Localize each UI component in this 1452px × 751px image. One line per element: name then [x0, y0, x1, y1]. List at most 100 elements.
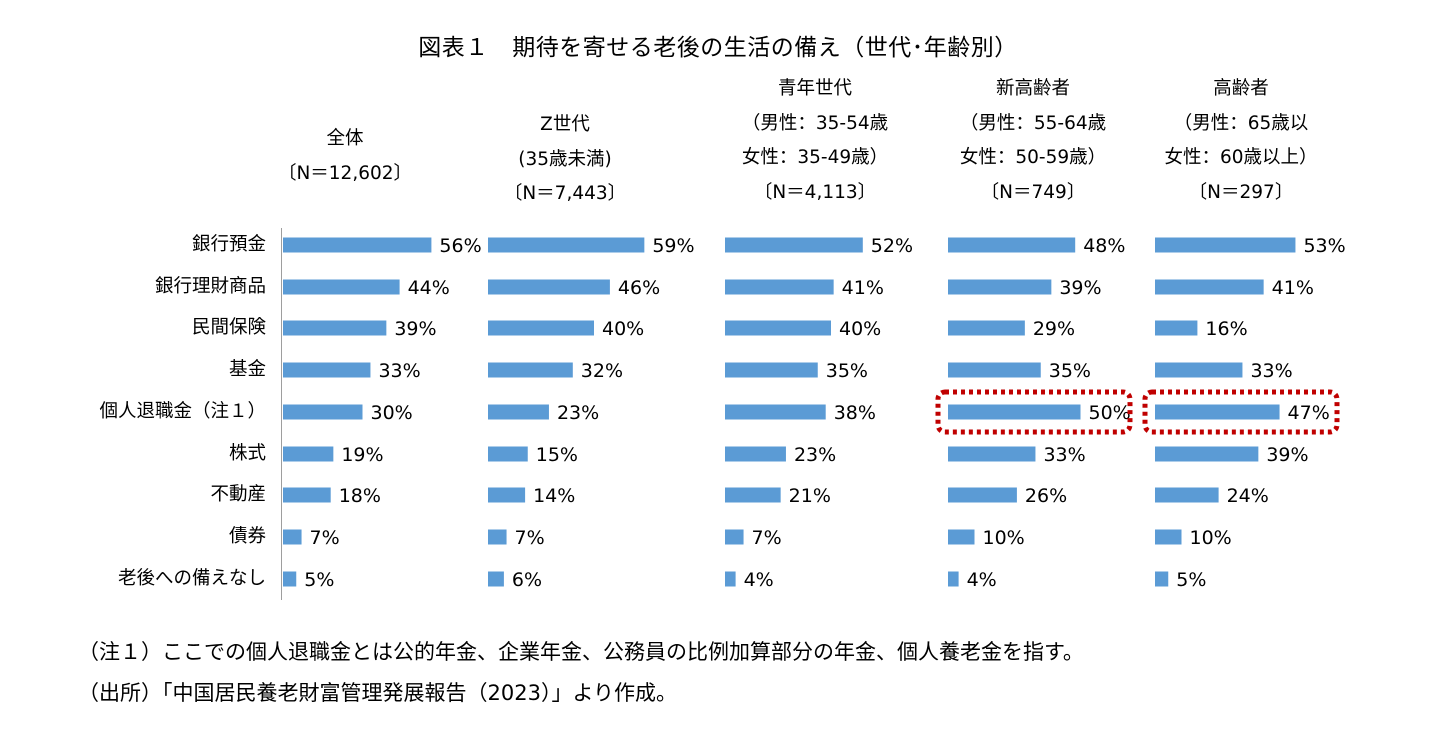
data-label: 23% — [557, 402, 599, 424]
bar — [948, 362, 1041, 378]
panel-header-youth: 青年世代 （男性：35-54歳 女性：35-49歳） 〔N＝4,113〕 — [710, 72, 920, 210]
category-label: 債券 — [228, 526, 266, 547]
bar — [1155, 446, 1259, 462]
data-label: 35% — [826, 360, 868, 382]
bar — [948, 404, 1081, 420]
bar — [1155, 237, 1296, 253]
data-label: 46% — [618, 277, 660, 299]
bar — [1155, 320, 1198, 336]
panel-header-line: 女性：60歳以上） — [1164, 147, 1318, 168]
data-label: 33% — [1043, 444, 1085, 466]
panel-header-line: （男性：55-64歳 — [959, 112, 1107, 134]
category-label: 老後への備えなし — [117, 568, 266, 589]
data-label: 59% — [652, 235, 694, 257]
bar — [283, 571, 297, 587]
data-label: 48% — [1083, 235, 1125, 257]
data-label: 38% — [834, 402, 876, 424]
data-label: 7% — [515, 527, 545, 549]
highlight-box — [1142, 389, 1340, 435]
category-label: 民間保険 — [191, 317, 266, 338]
bar — [725, 320, 831, 336]
bar — [488, 362, 573, 378]
bar — [725, 279, 834, 295]
bar — [283, 279, 400, 295]
bar — [283, 487, 331, 503]
data-label: 50% — [1089, 402, 1131, 424]
bar — [1155, 529, 1182, 545]
data-label: 29% — [1033, 318, 1075, 340]
data-label: 6% — [512, 569, 542, 591]
data-label: 4% — [744, 569, 774, 591]
source-note: （出所）「中国居民養老財富管理発展報告（2023）」より作成。 — [78, 681, 678, 705]
bar — [948, 237, 1076, 253]
category-label: 銀行預金 — [191, 234, 266, 255]
panel-header-line: 〔N＝12,602〕 — [277, 162, 413, 184]
data-label: 15% — [536, 444, 578, 466]
data-label: 56% — [439, 235, 481, 257]
panel-header-line: 高齢者 — [1213, 78, 1269, 99]
data-label: 19% — [341, 444, 383, 466]
data-label: 5% — [1176, 569, 1206, 591]
bar — [1155, 487, 1219, 503]
footnote: （注１）ここでの個人退職金とは公的年金、企業年金、公務員の比例加算部分の年金、個… — [78, 640, 1084, 664]
data-label: 24% — [1227, 485, 1269, 507]
category-label: 個人退職金（注１） — [99, 401, 266, 422]
data-label: 52% — [871, 235, 913, 257]
bar — [725, 362, 818, 378]
data-label: 39% — [1266, 444, 1308, 466]
bar — [948, 571, 959, 587]
bar — [488, 446, 528, 462]
data-label: 26% — [1025, 485, 1067, 507]
highlight-box — [935, 389, 1133, 435]
data-label: 30% — [371, 402, 413, 424]
data-label: 39% — [394, 318, 436, 340]
bar — [488, 320, 594, 336]
panel-header-line: (35歳未満) — [518, 148, 612, 170]
data-label: 7% — [310, 527, 340, 549]
bar — [283, 320, 387, 336]
bar — [488, 571, 504, 587]
category-label: 銀行理財商品 — [154, 276, 266, 297]
bar — [1155, 571, 1169, 587]
panel-header-line: Z世代 — [540, 114, 590, 135]
data-label: 10% — [983, 527, 1025, 549]
data-label: 7% — [752, 527, 782, 549]
bar — [948, 320, 1025, 336]
panel-header-line: 〔N＝4,113〕 — [753, 181, 877, 203]
panel-header-line: 全体 — [326, 128, 364, 149]
bar — [1155, 404, 1280, 420]
category-label: 株式 — [228, 443, 266, 464]
bar — [948, 487, 1017, 503]
panel-header-gen-z: Z世代 (35歳未満) 〔N＝7,443〕 — [460, 108, 670, 212]
bar — [725, 237, 863, 253]
data-label: 47% — [1288, 402, 1330, 424]
bar — [283, 362, 371, 378]
data-label: 44% — [408, 277, 450, 299]
data-label: 33% — [378, 360, 420, 382]
data-label: 35% — [1049, 360, 1091, 382]
data-label: 10% — [1190, 527, 1232, 549]
panel-header-elderly: 高齢者 （男性：65歳以 女性：60歳以上） 〔N＝297〕 — [1136, 72, 1346, 210]
bar — [283, 446, 334, 462]
bar — [1155, 279, 1264, 295]
data-label: 32% — [581, 360, 623, 382]
panel-header-line: （男性：65歳以 — [1173, 112, 1309, 134]
panel-header-line: 女性：35-49歳） — [741, 147, 889, 168]
data-label: 39% — [1059, 277, 1101, 299]
bar — [948, 279, 1052, 295]
bar — [283, 404, 363, 420]
data-label: 40% — [839, 318, 881, 340]
bar — [488, 404, 549, 420]
bar — [1155, 362, 1243, 378]
bar — [725, 571, 736, 587]
panel-header-line: 青年世代 — [777, 78, 852, 99]
category-axis-line — [281, 228, 282, 600]
bar — [488, 237, 645, 253]
panel-header-line: 〔N＝7,443〕 — [503, 183, 627, 204]
data-label: 41% — [842, 277, 884, 299]
data-label: 41% — [1272, 277, 1314, 299]
bar — [725, 446, 786, 462]
panel-header-line: 新高齢者 — [995, 78, 1070, 99]
data-label: 23% — [794, 444, 836, 466]
bar — [488, 279, 610, 295]
